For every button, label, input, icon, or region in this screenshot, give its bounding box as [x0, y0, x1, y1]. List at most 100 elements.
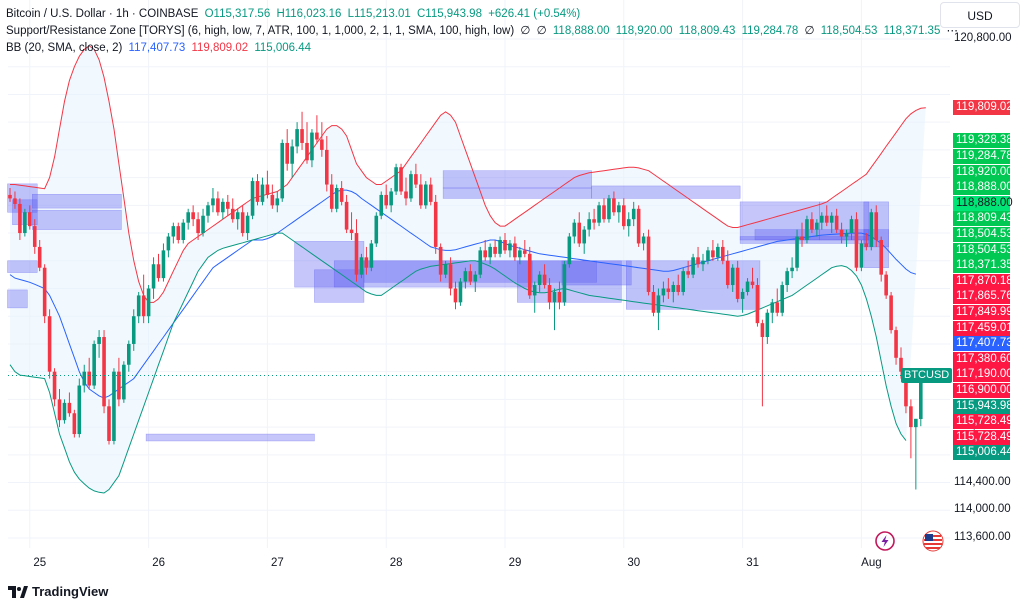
candle-body	[810, 219, 814, 230]
candle-body	[527, 253, 532, 296]
candle	[805, 215, 809, 244]
candle	[161, 243, 166, 282]
tradingview-brand-text: TradingView	[32, 584, 109, 599]
candle	[270, 184, 275, 209]
candle-body	[785, 271, 789, 286]
candle	[221, 198, 225, 220]
candle-body	[196, 219, 200, 234]
x-tick-label: Aug	[861, 557, 882, 569]
candle-body	[765, 312, 770, 338]
flash-icon[interactable]	[874, 530, 896, 552]
candle	[478, 246, 483, 279]
candle	[884, 271, 888, 299]
candle-body	[52, 371, 57, 400]
candle-body	[176, 226, 181, 240]
candle	[691, 253, 695, 279]
candle	[102, 330, 106, 414]
bb-band-fill	[10, 45, 926, 494]
legend-sr-null-3: ∅	[804, 25, 815, 37]
price-tag: 115,006.44	[953, 445, 1013, 461]
candle-body	[136, 295, 141, 317]
candle	[458, 278, 463, 306]
legend-close: C115,943.98	[416, 8, 482, 20]
candle-body	[438, 246, 443, 275]
candle	[216, 191, 220, 216]
candle	[67, 392, 72, 417]
candle-body	[216, 198, 220, 213]
candle-body	[631, 208, 636, 220]
candle	[641, 233, 646, 251]
candle-body	[32, 226, 37, 247]
candle-body	[686, 271, 690, 275]
candle	[473, 271, 478, 292]
candle-body	[433, 201, 438, 247]
candle-body	[829, 215, 834, 223]
candle	[849, 215, 854, 240]
bb-upper-line	[10, 45, 926, 303]
candle-body	[706, 250, 710, 261]
candle	[597, 201, 601, 227]
x-tick-label: 25	[33, 557, 47, 569]
candle	[775, 288, 780, 317]
candle	[716, 243, 720, 261]
candle	[389, 188, 393, 213]
candle	[369, 239, 374, 272]
x-tick-label: 31	[746, 557, 759, 569]
candle	[181, 219, 186, 244]
sr-zone	[145, 433, 315, 442]
candle-body	[864, 243, 869, 247]
candle-body	[651, 291, 656, 313]
currency-button[interactable]: USD	[940, 2, 1020, 28]
candle-body	[409, 174, 413, 199]
candle	[488, 243, 492, 265]
candle	[364, 246, 369, 275]
candle	[171, 222, 176, 244]
candle-body	[790, 267, 794, 272]
candle-body	[102, 337, 106, 407]
candle	[696, 246, 700, 268]
candle	[305, 122, 309, 164]
candle	[537, 271, 542, 292]
candle	[448, 257, 453, 296]
legend-line-sr-zone: Support/Resistance Zone [TORYS] (6, high…	[6, 24, 961, 38]
candle	[834, 208, 839, 234]
candle-body	[839, 229, 844, 237]
candle-body	[211, 198, 215, 206]
candle-body	[745, 281, 750, 292]
x-tick-label: 30	[627, 557, 641, 569]
legend-sr-null-1: ∅	[520, 25, 531, 37]
candle	[879, 236, 883, 282]
candle	[443, 260, 448, 279]
candle	[23, 208, 27, 237]
candle	[37, 239, 42, 272]
candle	[552, 288, 557, 331]
candle-body	[37, 246, 42, 268]
price-tag: 118,888.00	[953, 195, 1013, 211]
candle-body	[97, 337, 101, 344]
candle	[874, 205, 879, 247]
candle-body	[240, 212, 245, 234]
us-flag-icon[interactable]	[922, 530, 944, 552]
legend-high: H116,023.16	[276, 8, 342, 20]
candle	[419, 174, 423, 209]
candle-body	[47, 316, 52, 372]
candle	[82, 364, 87, 393]
x-tick-label: 27	[270, 557, 284, 569]
candle	[914, 418, 918, 490]
candle-body	[260, 184, 265, 202]
candle-body	[369, 243, 374, 268]
candle	[760, 319, 765, 407]
candle	[656, 288, 661, 331]
legend-more-icon[interactable]: ⋯	[946, 25, 959, 37]
tradingview-logo[interactable]: TradingView	[8, 584, 108, 599]
candle-body	[414, 174, 418, 185]
candle	[721, 239, 725, 265]
candle	[631, 201, 636, 227]
sr-zone	[7, 260, 38, 273]
legend-bb-name[interactable]: BB (20, SMA, close, 2)	[6, 42, 123, 54]
legend-sr-name[interactable]: Support/Resistance Zone [TORYS] (6, high…	[6, 25, 515, 37]
candle-body	[780, 285, 784, 313]
candle	[334, 184, 339, 213]
candle-body	[77, 385, 82, 435]
